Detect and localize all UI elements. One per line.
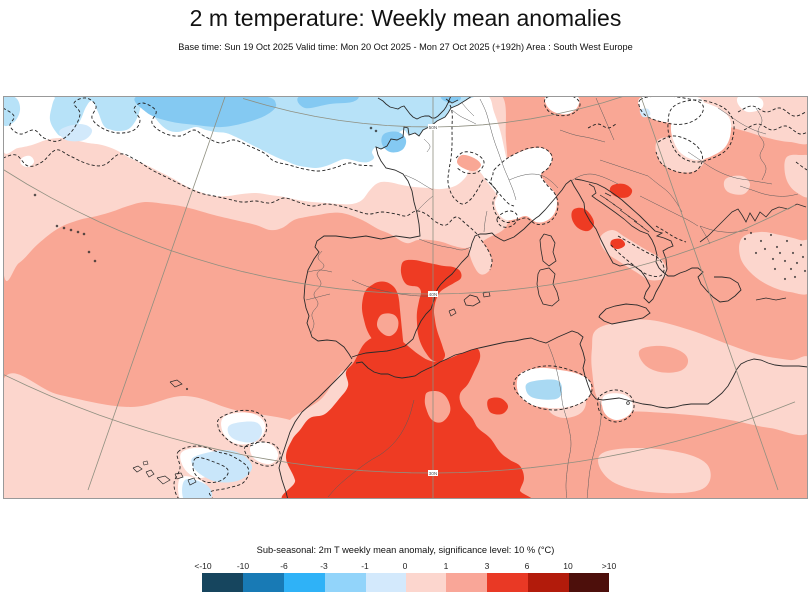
svg-text:30N: 30N — [429, 471, 438, 477]
svg-text:40N: 40N — [429, 292, 438, 298]
svg-text:50N: 50N — [429, 125, 438, 131]
